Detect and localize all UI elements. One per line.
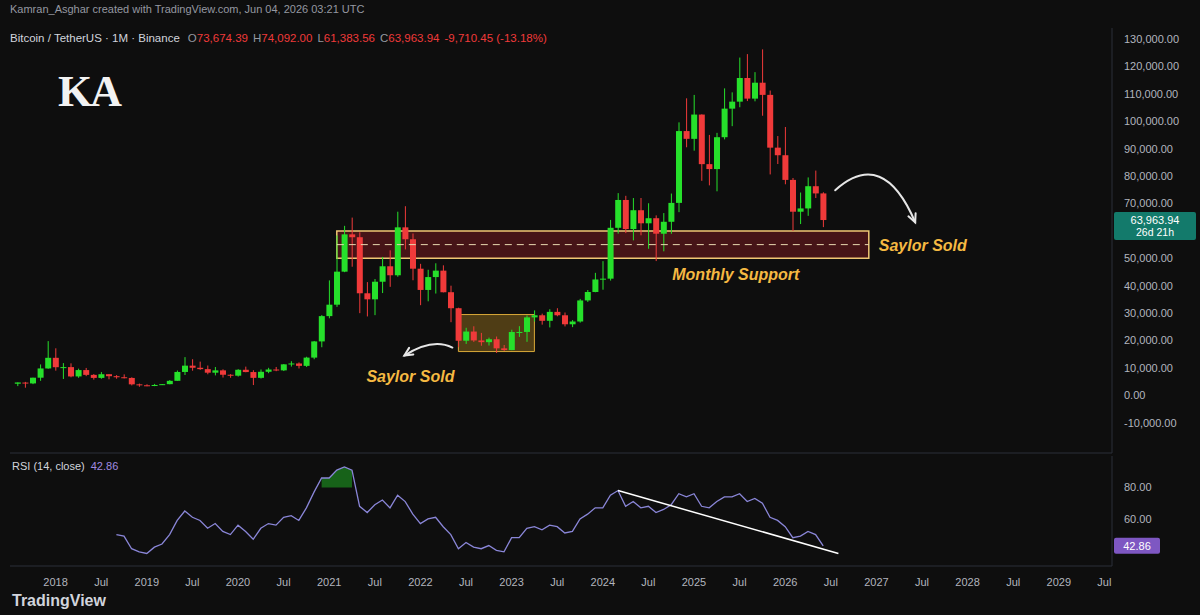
svg-text:2019: 2019 (135, 576, 159, 588)
svg-text:Jul: Jul (459, 576, 473, 588)
svg-text:-10,000.00: -10,000.00 (1124, 417, 1177, 429)
svg-text:70,000.00: 70,000.00 (1124, 197, 1173, 209)
svg-text:2022: 2022 (408, 576, 432, 588)
svg-text:Jul: Jul (824, 576, 838, 588)
svg-text:Jul: Jul (550, 576, 564, 588)
svg-text:2018: 2018 (43, 576, 67, 588)
svg-text:2027: 2027 (864, 576, 888, 588)
svg-text:Saylor Sold: Saylor Sold (366, 368, 455, 385)
svg-text:2028: 2028 (955, 576, 979, 588)
svg-text:Jul: Jul (277, 576, 291, 588)
svg-text:Jul: Jul (1006, 576, 1020, 588)
svg-text:80.00: 80.00 (1124, 481, 1152, 493)
svg-text:2021: 2021 (317, 576, 341, 588)
html-text:C 63,963.94 -9,710.45 (-13.18%: C 63,963.94 -9,710.45 (-13.18%) (380, 32, 547, 44)
svg-text:40,000.00: 40,000.00 (1124, 280, 1173, 292)
svg-text:Jul: Jul (1097, 576, 1111, 588)
svg-text:Jul: Jul (368, 576, 382, 588)
html-text:O 73,674.39 H 74,092.00 L 61,3: O 73,674.39 H 74,092.00 L 61,383.56 (187, 32, 375, 44)
html-text:Kamran_Asghar created with Tra: Kamran_Asghar created with TradingView.c… (10, 3, 365, 15)
svg-text:0.00: 0.00 (1124, 389, 1145, 401)
svg-text:100,000.00: 100,000.00 (1124, 115, 1179, 127)
svg-text:30,000.00: 30,000.00 (1124, 307, 1173, 319)
svg-text:20,000.00: 20,000.00 (1124, 334, 1173, 346)
svg-text:Saylor Sold: Saylor Sold (879, 237, 968, 254)
svg-text:2029: 2029 (1047, 576, 1071, 588)
svg-text:Jul: Jul (185, 576, 199, 588)
svg-text:120,000.00: 120,000.00 (1124, 60, 1179, 72)
svg-text:Jul: Jul (915, 576, 929, 588)
svg-text:63,963.94: 63,963.94 (1131, 214, 1180, 226)
svg-text:60.00: 60.00 (1124, 513, 1152, 525)
svg-text:110,000.00: 110,000.00 (1124, 88, 1178, 100)
svg-text:2025: 2025 (682, 576, 706, 588)
svg-text:Jul: Jul (641, 576, 655, 588)
svg-text:80,000.00: 80,000.00 (1124, 170, 1173, 182)
svg-text:Monthly Support: Monthly Support (672, 266, 800, 283)
svg-text:130,000.00: 130,000.00 (1124, 33, 1179, 45)
svg-text:42.86: 42.86 (1123, 540, 1151, 552)
html-text:RSI (14, close): RSI (14, close) (12, 460, 85, 472)
svg-text:Jul: Jul (733, 576, 747, 588)
svg-text:2020: 2020 (226, 576, 250, 588)
svg-text:90,000.00: 90,000.00 (1124, 143, 1173, 155)
svg-text:2023: 2023 (499, 576, 523, 588)
svg-text:26d 21h: 26d 21h (1136, 226, 1174, 238)
svg-text:2026: 2026 (773, 576, 797, 588)
html-text:TradingView: TradingView (12, 592, 106, 609)
svg-text:10,000.00: 10,000.00 (1124, 362, 1173, 374)
html-text:Bitcoin / TetherUS · 1M · Bina: Bitcoin / TetherUS · 1M · Binance (10, 32, 180, 44)
svg-text:Jul: Jul (94, 576, 108, 588)
svg-text:50,000.00: 50,000.00 (1124, 252, 1173, 264)
html-text:42.86: 42.86 (90, 460, 119, 472)
html-text:KA: KA (58, 67, 120, 116)
svg-text:2024: 2024 (591, 576, 615, 588)
